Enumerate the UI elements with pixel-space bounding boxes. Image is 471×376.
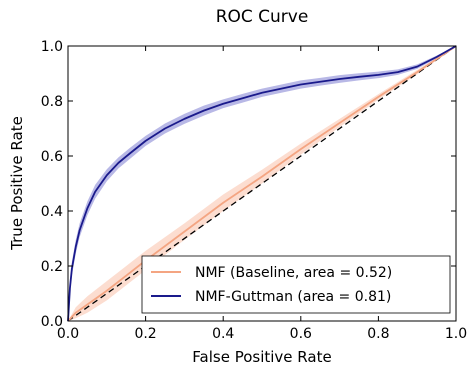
series-line-guttman [67, 45, 457, 322]
x-tick-label: 0.2 [134, 326, 156, 342]
y-tick-label: 1.0 [41, 39, 63, 55]
plot-frame [67, 45, 457, 322]
x-tick-label: 0.6 [290, 326, 312, 342]
y-tick-label: 0.8 [41, 94, 63, 110]
legend-box [141, 255, 451, 314]
y-axis-label: True Positive Rate [8, 116, 26, 251]
x-tick-label: 1.0 [445, 326, 467, 342]
axis-ticks: 0.0 0.2 0.4 0.6 0.8 1.0 0.0 0.2 0.4 0.6 0.8 1.0 [41, 39, 467, 342]
legend-label-guttman: NMF-Guttman (area = 0.81) [195, 289, 391, 305]
y-tick-label: 0.6 [41, 149, 63, 165]
baseline-confidence-band [68, 46, 456, 321]
x-axis-label: False Positive Rate [192, 348, 331, 366]
legend-label-baseline: NMF (Baseline, area = 0.52) [195, 265, 392, 281]
x-tick-label: 0.4 [212, 326, 234, 342]
plot-area [67, 45, 457, 322]
y-tick-label: 0.0 [41, 314, 63, 330]
y-tick-label: 0.2 [41, 259, 63, 275]
x-tick-label: 0.8 [367, 326, 389, 342]
legend: NMF (Baseline, area = 0.52) NMF-Guttman … [141, 255, 451, 314]
y-tick-label: 0.4 [41, 204, 63, 220]
x-tick-label: 0.0 [57, 326, 79, 342]
chart-title: ROC Curve [216, 7, 309, 27]
series-line-baseline [67, 45, 457, 322]
